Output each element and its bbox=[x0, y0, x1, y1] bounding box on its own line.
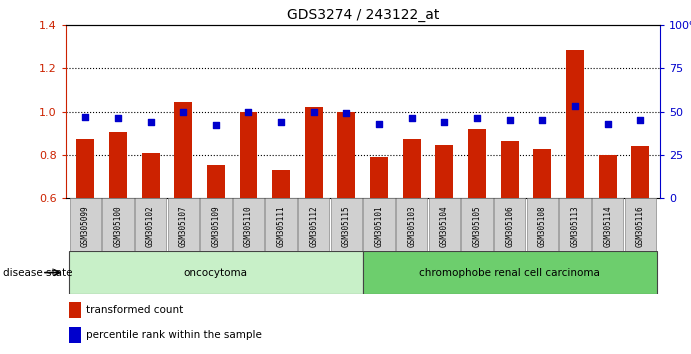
Text: GSM305114: GSM305114 bbox=[603, 205, 612, 247]
Bar bbox=[69, 251, 363, 294]
Title: GDS3274 / 243122_at: GDS3274 / 243122_at bbox=[287, 8, 439, 22]
Text: GSM305108: GSM305108 bbox=[538, 205, 547, 247]
Text: GSM305103: GSM305103 bbox=[407, 205, 416, 247]
Bar bbox=[207, 165, 225, 198]
Point bbox=[602, 121, 613, 126]
Text: GSM305110: GSM305110 bbox=[244, 205, 253, 247]
Text: GSM305115: GSM305115 bbox=[342, 205, 351, 247]
Bar bbox=[363, 251, 656, 294]
Bar bbox=[142, 153, 160, 198]
Bar bbox=[435, 145, 453, 198]
Point bbox=[471, 116, 482, 121]
Bar bbox=[533, 149, 551, 198]
Bar bbox=[403, 139, 421, 198]
Bar bbox=[135, 198, 167, 257]
Bar bbox=[337, 112, 355, 198]
Text: GSM305105: GSM305105 bbox=[473, 205, 482, 247]
Point bbox=[276, 119, 287, 125]
Text: disease state: disease state bbox=[3, 268, 73, 278]
Point bbox=[406, 116, 417, 121]
Text: GSM305106: GSM305106 bbox=[505, 205, 514, 247]
Bar bbox=[632, 146, 650, 198]
Bar bbox=[70, 198, 101, 257]
Bar bbox=[527, 198, 558, 257]
Bar bbox=[625, 198, 656, 257]
Text: GSM305111: GSM305111 bbox=[276, 205, 285, 247]
Text: GSM305104: GSM305104 bbox=[440, 205, 449, 247]
Bar bbox=[370, 157, 388, 198]
Bar bbox=[200, 198, 231, 257]
Bar bbox=[69, 302, 81, 318]
Bar bbox=[305, 107, 323, 198]
Bar bbox=[396, 198, 428, 257]
Text: GSM305107: GSM305107 bbox=[179, 205, 188, 247]
Point bbox=[113, 116, 124, 121]
Bar bbox=[363, 198, 395, 257]
Bar bbox=[462, 198, 493, 257]
Point bbox=[635, 118, 646, 123]
Bar bbox=[272, 170, 290, 198]
Bar bbox=[102, 198, 133, 257]
Text: percentile rank within the sample: percentile rank within the sample bbox=[86, 330, 263, 340]
Bar bbox=[494, 198, 525, 257]
Bar bbox=[167, 198, 199, 257]
Bar bbox=[240, 112, 258, 198]
Bar bbox=[566, 50, 584, 198]
Text: GSM305100: GSM305100 bbox=[113, 205, 122, 247]
Point bbox=[341, 110, 352, 116]
Bar bbox=[298, 198, 330, 257]
Text: GSM305116: GSM305116 bbox=[636, 205, 645, 247]
Point bbox=[210, 122, 221, 128]
Text: GSM305113: GSM305113 bbox=[571, 205, 580, 247]
Point bbox=[178, 109, 189, 114]
Point bbox=[243, 109, 254, 114]
Bar bbox=[428, 198, 460, 257]
Bar bbox=[265, 198, 297, 257]
Bar bbox=[592, 198, 623, 257]
Bar bbox=[331, 198, 362, 257]
Text: GSM305102: GSM305102 bbox=[146, 205, 155, 247]
Text: GSM305112: GSM305112 bbox=[310, 205, 319, 247]
Bar bbox=[468, 129, 486, 198]
Point bbox=[79, 114, 91, 120]
Point bbox=[308, 109, 319, 114]
Point bbox=[537, 118, 548, 123]
Text: GSM305101: GSM305101 bbox=[375, 205, 384, 247]
Text: transformed count: transformed count bbox=[86, 305, 184, 315]
Point bbox=[439, 119, 450, 125]
Bar bbox=[69, 327, 81, 343]
Text: oncocytoma: oncocytoma bbox=[184, 268, 248, 278]
Bar bbox=[109, 132, 127, 198]
Bar bbox=[174, 102, 192, 198]
Text: GSM305099: GSM305099 bbox=[81, 205, 90, 247]
Text: chromophobe renal cell carcinoma: chromophobe renal cell carcinoma bbox=[419, 268, 600, 278]
Bar bbox=[598, 155, 616, 198]
Text: GSM305109: GSM305109 bbox=[211, 205, 220, 247]
Point bbox=[145, 119, 156, 125]
Bar bbox=[233, 198, 264, 257]
Bar bbox=[501, 141, 519, 198]
Bar bbox=[76, 139, 94, 198]
Bar bbox=[559, 198, 591, 257]
Point bbox=[569, 103, 580, 109]
Point bbox=[504, 118, 515, 123]
Point bbox=[374, 121, 385, 126]
